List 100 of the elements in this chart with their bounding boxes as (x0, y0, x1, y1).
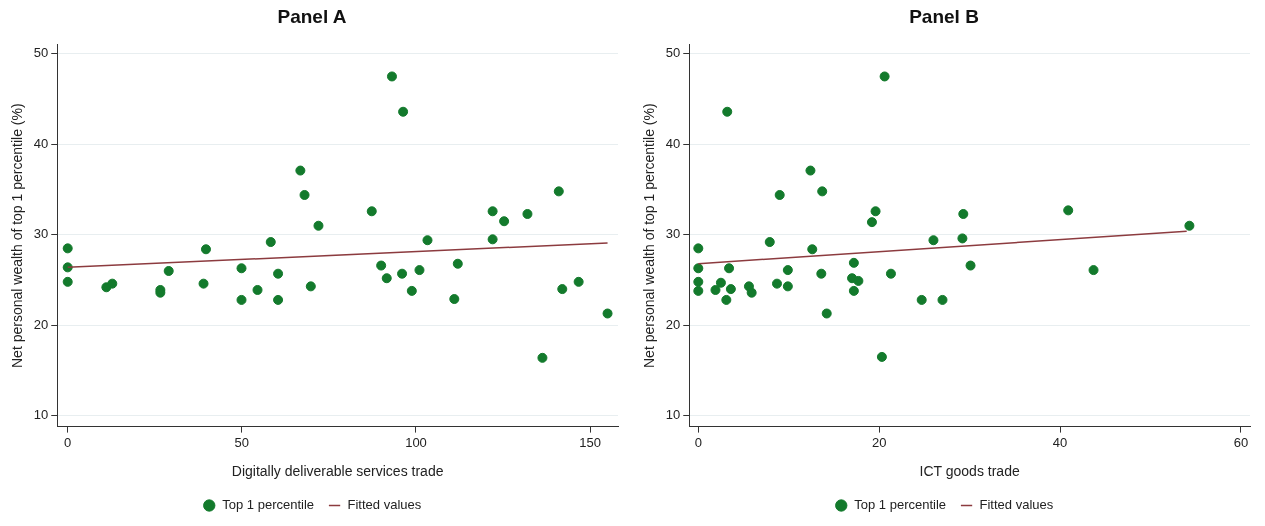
legend-label: Fitted values (979, 497, 1054, 513)
point (62, 276, 73, 287)
x-axis-title: ICT goods trade (919, 463, 1020, 480)
y-tick-label: 50 (665, 45, 681, 61)
y-tick-label: 10 (33, 407, 49, 423)
point (487, 206, 498, 217)
point (885, 268, 896, 279)
y-tick-label: 30 (665, 226, 681, 242)
x-tick-label: 150 (579, 434, 601, 450)
point (725, 284, 736, 295)
point (782, 281, 793, 292)
point (693, 243, 704, 254)
point (1184, 220, 1195, 231)
point (366, 206, 377, 217)
point (62, 262, 73, 273)
point (848, 285, 859, 296)
point (715, 277, 726, 288)
point (821, 308, 832, 319)
point (746, 287, 757, 298)
point (236, 294, 247, 305)
point (853, 275, 864, 286)
point (1063, 205, 1074, 216)
point (273, 268, 284, 279)
point (722, 106, 733, 117)
point (62, 243, 73, 254)
point (602, 308, 613, 319)
point (957, 233, 968, 244)
point (198, 278, 209, 289)
x-tick-label: 20 (871, 434, 887, 450)
x-axis-title: Digitally deliverable services trade (231, 463, 444, 480)
point (724, 263, 735, 274)
x-tick-label: 0 (694, 434, 702, 450)
y-tick-label: 10 (665, 407, 681, 423)
point (937, 294, 948, 305)
legend-label: Top 1 percentile (854, 497, 947, 513)
point (693, 263, 704, 274)
point (381, 273, 392, 284)
point (522, 208, 533, 219)
point (397, 268, 408, 279)
chart-title: Panel A (277, 5, 347, 27)
point (452, 258, 463, 269)
point (866, 217, 877, 228)
point (1088, 265, 1099, 276)
point (764, 237, 775, 248)
point (537, 352, 548, 363)
point (107, 278, 118, 289)
point (965, 260, 976, 271)
point (449, 294, 460, 305)
x-tick-label: 40 (1052, 434, 1068, 450)
point (553, 186, 564, 197)
y-tick-label: 30 (33, 226, 49, 242)
point (295, 165, 306, 176)
point (200, 244, 211, 255)
point (414, 265, 425, 276)
y-axis-title: Net personal wealth of top 1 percentile (%) (9, 103, 26, 368)
y-tick-label: 20 (665, 316, 681, 332)
point (817, 186, 828, 197)
point (710, 284, 721, 295)
point (807, 244, 818, 255)
point (870, 206, 881, 217)
point (265, 237, 276, 248)
x-tick-label: 0 (64, 434, 72, 450)
point (273, 294, 284, 305)
point (163, 265, 174, 276)
point (848, 257, 859, 268)
point (771, 278, 782, 289)
point (398, 106, 409, 117)
point (693, 276, 704, 287)
point (406, 285, 417, 296)
point (422, 235, 433, 246)
x-tick-label: 60 (1233, 434, 1249, 450)
y-axis-title: Net personal wealth of top 1 percentile (%) (641, 103, 658, 368)
point (879, 71, 890, 82)
y-tick-label: 40 (33, 135, 49, 151)
point (376, 260, 387, 271)
point (557, 284, 568, 295)
point (958, 208, 969, 219)
y-tick-label: 40 (665, 135, 681, 151)
y-tick-label: 50 (33, 45, 49, 61)
y-tick-label: 20 (33, 316, 49, 332)
point (252, 284, 263, 295)
point (774, 189, 785, 200)
legend-label: Fitted values (347, 497, 422, 513)
point (721, 294, 732, 305)
point (313, 220, 324, 231)
point (573, 276, 584, 287)
point (876, 351, 887, 362)
point (299, 189, 310, 200)
chart-title: Panel B (909, 5, 979, 27)
point (805, 165, 816, 176)
point (816, 268, 827, 279)
point (928, 235, 939, 246)
point (386, 71, 397, 82)
point (305, 281, 316, 292)
point (693, 285, 704, 296)
legend-label: Top 1 percentile (222, 497, 315, 513)
point (499, 216, 510, 227)
point (236, 263, 247, 274)
x-tick-label: 100 (405, 434, 427, 450)
point (916, 294, 927, 305)
